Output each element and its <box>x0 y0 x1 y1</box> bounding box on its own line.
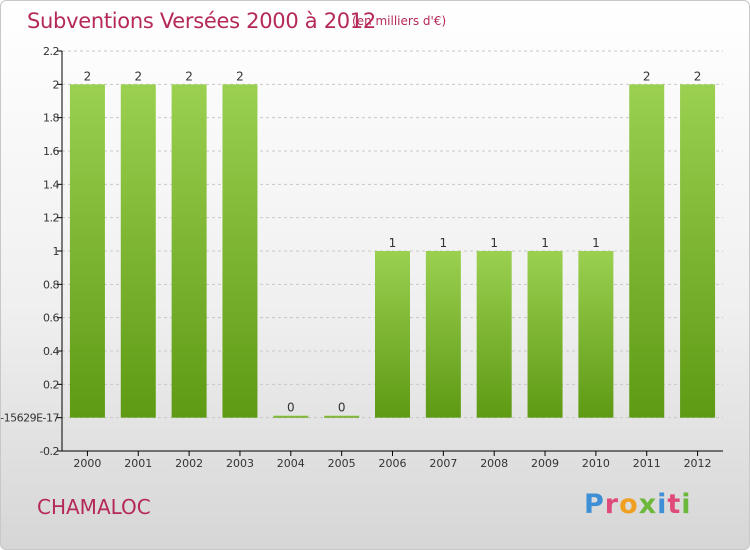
x-tick-label: 2006 <box>379 457 407 470</box>
data-label: 1 <box>490 236 498 250</box>
data-label: 2 <box>694 69 702 83</box>
bar-2012 <box>680 84 716 418</box>
x-tick-label: 2012 <box>684 457 712 470</box>
chart-unit: (en milliers d'€) <box>352 14 447 28</box>
y-tick-label: 1.4 <box>43 178 59 191</box>
bar-2003 <box>222 84 258 418</box>
bar-2006 <box>375 251 410 418</box>
bar-2004 <box>273 415 309 418</box>
y-tick-label: 2 <box>53 78 60 91</box>
x-tick-label: 2004 <box>277 457 305 470</box>
bar-2000 <box>69 84 105 418</box>
bar-2011 <box>629 84 665 418</box>
bar-2001 <box>120 84 156 418</box>
y-tick-label: 1.8 <box>43 112 59 125</box>
data-label: 0 <box>338 401 346 415</box>
data-label: 2 <box>643 69 651 83</box>
bar-2002 <box>171 84 207 418</box>
logo-letter: i <box>681 489 692 520</box>
data-label: 1 <box>440 236 448 250</box>
data-label: 1 <box>389 236 397 250</box>
y-tick-label: 1 <box>53 245 60 258</box>
logo-letter: x <box>638 489 658 520</box>
bar-2008 <box>476 251 512 418</box>
data-label: 2 <box>84 69 92 83</box>
bar-2007 <box>425 251 461 418</box>
x-tick-label: 2011 <box>633 457 661 470</box>
x-tick-label: 2002 <box>175 457 203 470</box>
data-label: 2 <box>236 69 244 83</box>
logo-letter: o <box>619 489 639 520</box>
x-tick-label: 2003 <box>226 457 254 470</box>
y-tick-label: -0.2 <box>40 445 59 458</box>
x-tick-label: 2000 <box>73 457 101 470</box>
proxiti-logo: Proxiti <box>584 489 692 520</box>
y-tick-label: 1.6 <box>43 145 59 158</box>
bar-2009 <box>527 251 563 418</box>
logo-letter: t <box>667 489 682 520</box>
y-tick-label: 0.8 <box>43 278 59 291</box>
commune-name: CHAMALOC <box>37 495 151 519</box>
data-label: 2 <box>185 69 193 83</box>
y-tick-label: -15629E-17 <box>1 412 59 425</box>
data-label: 2 <box>134 69 142 83</box>
bar-2005 <box>324 415 360 418</box>
x-tick-label: 2009 <box>531 457 559 470</box>
logo-letter: P <box>584 489 605 520</box>
logo-letter: i <box>657 489 668 520</box>
x-tick-label: 2005 <box>328 457 356 470</box>
y-tick-label: 0.2 <box>43 378 59 391</box>
y-tick-label: 0.4 <box>43 345 59 358</box>
x-tick-label: 2010 <box>582 457 610 470</box>
chart-title: Subventions Versées 2000 à 2012 <box>27 9 376 33</box>
y-tick-label: 2.2 <box>43 45 59 58</box>
bar-2010 <box>578 251 614 418</box>
logo-letter: r <box>604 489 620 520</box>
y-tick-label: 1.2 <box>43 212 59 225</box>
y-tick-label: 0.6 <box>43 312 59 325</box>
data-label: 1 <box>592 236 600 250</box>
x-tick-label: 2001 <box>124 457 152 470</box>
data-label: 1 <box>541 236 549 250</box>
data-label: 0 <box>287 401 295 415</box>
x-tick-label: 2007 <box>429 457 457 470</box>
x-tick-label: 2008 <box>480 457 508 470</box>
